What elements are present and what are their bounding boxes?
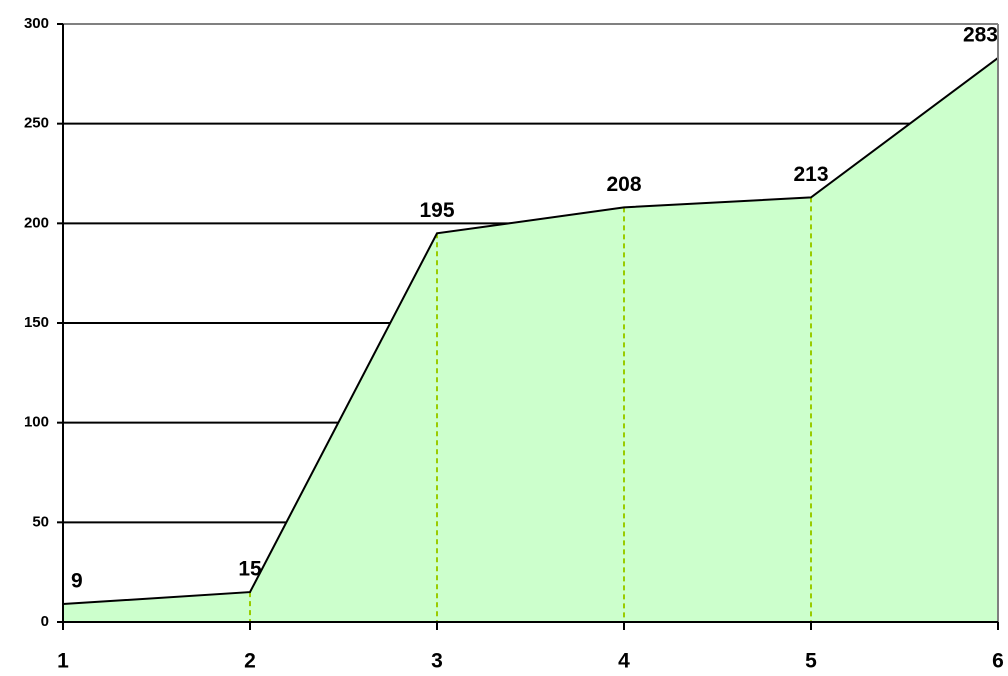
area — [63, 57, 998, 623]
data-label: 195 — [419, 199, 454, 222]
data-label: 213 — [793, 163, 828, 186]
x-tick-label: 2 — [244, 650, 256, 673]
y-tick-label: 250 — [24, 115, 49, 132]
y-tick-label: 150 — [24, 314, 49, 331]
x-tick-label: 6 — [992, 650, 1004, 673]
x-tick-label: 5 — [805, 650, 817, 673]
y-tick-label: 200 — [24, 214, 49, 231]
y-tick-label: 0 — [41, 613, 49, 630]
x-tick-label: 3 — [431, 650, 443, 673]
x-tick-label: 4 — [618, 650, 630, 673]
data-label: 208 — [606, 173, 641, 196]
y-tick-label: 50 — [32, 513, 49, 530]
line — [62, 57, 999, 606]
data-label: 9 — [71, 570, 83, 593]
y-tick-label: 300 — [24, 15, 49, 32]
y-tick-label: 100 — [24, 414, 49, 431]
x-tick-label: 1 — [57, 650, 69, 673]
data-label: 15 — [238, 558, 262, 581]
data-label: 283 — [963, 23, 998, 46]
